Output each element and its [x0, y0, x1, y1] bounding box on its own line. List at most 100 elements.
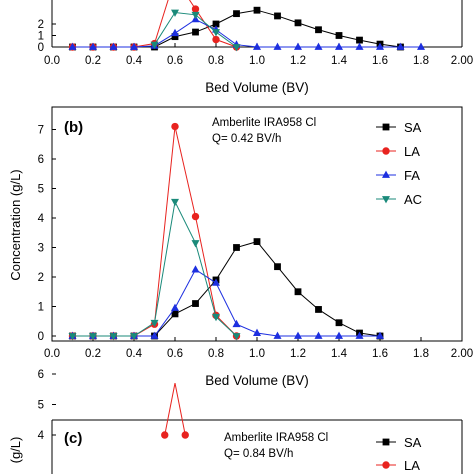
- panel-c-point-la: [161, 431, 169, 439]
- panel-c-ytick-label: 4: [38, 430, 45, 442]
- panel-b-legend-label-fa: FA: [404, 168, 420, 183]
- panel-b-ytick-label: 3: [38, 243, 44, 255]
- panel-c-resin: Amberlite IRA958 Cl: [224, 432, 328, 444]
- panel-a-point-ac: [150, 41, 159, 50]
- panel-c-legend: SA LA: [376, 435, 422, 473]
- panel-b-xtick-label: 0.8: [208, 348, 224, 360]
- panel-b-xtick-label: 1.2: [290, 348, 306, 360]
- panel-b-point-ac: [89, 333, 97, 341]
- panel-c-flow: Q= 0.84 BV/h: [224, 448, 293, 460]
- panel-a-xlabel: Bed Volume (BV): [205, 80, 309, 95]
- panel-a-point-fa: [335, 42, 343, 50]
- panel-a-point-fa: [376, 42, 384, 50]
- panel-b-xtick-label: 1.6: [372, 348, 388, 360]
- panel-a-point-la: [191, 5, 200, 13]
- panel-a-point-sa: [335, 32, 343, 39]
- panel-c: 4 5 6 (c) Amberlite IRA958 Cl Q= 0.84 BV/h…: [8, 369, 463, 474]
- panel-b-point-ac: [68, 333, 77, 341]
- panel-b-point-ac: [232, 333, 241, 341]
- panel-b-point-fa: [335, 331, 343, 339]
- panel-a-point-sa: [274, 12, 281, 20]
- panel-b-legend-marker-fa: [382, 170, 390, 178]
- panel-a-point-la: [212, 35, 220, 44]
- panel-a-point-sa: [212, 20, 220, 28]
- panel-b-point-fa: [171, 303, 179, 311]
- panel-b-ticks: 0.0 0.2 0.4 0.6 0.8 1.0 1.2 1.4 1.6 1.8 2.00 0 1 2 3 4 5…: [38, 125, 474, 361]
- panel-b-ytick-label: 1: [38, 302, 44, 314]
- panel-b-point-ac: [171, 198, 179, 207]
- panel-a-series: [68, 0, 425, 52]
- panel-c-ticks: 4 5 6: [38, 369, 56, 442]
- panel-a-point-sa: [171, 33, 179, 41]
- panel-b-xtick-label: 2.00: [451, 348, 473, 360]
- panel-a-xtick-label: 1.8: [413, 55, 429, 67]
- panel-a-xtick-label: 1.0: [249, 55, 265, 67]
- panel-c-ylabel: (g/L): [8, 437, 23, 464]
- panel-b-point-fa: [232, 319, 241, 328]
- panel-b-ylabel: Concentration (g/L): [8, 169, 23, 280]
- panel-a-ytick-label: 1: [38, 31, 44, 43]
- panel-b-point-la: [191, 212, 200, 221]
- panel-a-point-fa: [273, 42, 282, 50]
- panel-b-point-ac: [212, 313, 220, 322]
- panel-b-point-sa: [171, 310, 179, 318]
- panel-a-line-fa: [72, 18, 421, 48]
- panel-b-xtick-label: 1.0: [249, 348, 265, 360]
- panel-a-ytick-label: 2: [38, 19, 44, 31]
- panel-a-xtick-label: 1.6: [372, 55, 388, 67]
- panel-b-point-sa: [294, 288, 302, 296]
- panel-a-point-ac: [191, 11, 200, 20]
- panel-c-ytick-label: 5: [38, 400, 44, 412]
- panel-a-point-fa: [171, 28, 179, 37]
- panel-b-xtick-label: 0.0: [44, 348, 60, 360]
- panel-b-point-fa: [273, 331, 282, 339]
- panel-b-point-fa: [355, 331, 364, 339]
- panel-a-ytick-label: 0: [38, 42, 44, 54]
- panel-a-point-fa: [253, 42, 261, 50]
- panel-b-point-sa: [274, 263, 281, 271]
- panel-b-legend-label-la: LA: [404, 144, 420, 159]
- panel-b: 0.0 0.2 0.4 0.6 0.8 1.0 1.2 1.4 1.6 1.8 2.00 0 1 2 3 4 5…: [8, 106, 474, 388]
- panel-a-point-sa: [233, 10, 240, 18]
- panel-b-line-la: [72, 126, 237, 337]
- panel-b-label: (b): [64, 119, 83, 136]
- panel-a-point-fa: [396, 42, 405, 50]
- panel-b-point-ac: [130, 333, 138, 341]
- panel-b-point-fa: [150, 331, 159, 339]
- panel-a-point-ac: [212, 29, 220, 37]
- panel-b-point-sa: [335, 319, 343, 327]
- panel-b-point-ac: [191, 240, 200, 248]
- panel-a-point-sa: [192, 28, 199, 36]
- panel-a: 0.0 0.2 0.4 0.6 0.8 1.0 1.2 1.4 1.6 1.8 2.00 012 Be…: [38, 0, 474, 95]
- panel-a-point-fa: [109, 42, 118, 50]
- panel-a-xtick-label: 2.00: [451, 55, 473, 67]
- panel-b-xtick-label: 0.6: [167, 348, 183, 360]
- panel-a-point-fa: [294, 42, 302, 50]
- panel-a-point-ac: [171, 9, 179, 17]
- panel-b-point-fa: [191, 265, 200, 273]
- panel-a-point-sa: [253, 6, 261, 14]
- panel-a-point-fa: [417, 42, 425, 50]
- panel-c-line-la: [164, 383, 186, 436]
- panel-a-xtick-label: 0.0: [44, 55, 60, 67]
- panel-b-ytick-label: 2: [38, 272, 44, 284]
- panel-a-point-fa: [355, 42, 364, 50]
- panel-a-xtick-label: 0.8: [208, 55, 224, 67]
- panel-b-point-fa: [376, 331, 384, 339]
- panel-a-point-fa: [89, 42, 97, 50]
- panel-a-ticks: 0.0 0.2 0.4 0.6 0.8 1.0 1.2 1.4 1.6 1.8 2.00 012: [38, 19, 474, 67]
- panel-b-line-sa: [72, 241, 381, 337]
- panel-b-ytick-label: 0: [38, 331, 44, 343]
- panel-b-legend: SA LA FA AC: [376, 120, 422, 207]
- panel-c-legend-label-la: LA: [404, 458, 420, 473]
- panel-b-flow: Q= 0.42 BV/h: [212, 133, 281, 145]
- panel-b-xtick-label: 0.2: [85, 348, 101, 360]
- panel-a-point-fa: [130, 42, 138, 50]
- panel-a-plot: 0.0 0.2 0.4 0.6 0.8 1.0 1.2 1.4 1.6 1.8 2.00 012: [38, 0, 474, 67]
- panel-a-xtick-label: 1.2: [290, 55, 306, 67]
- panel-b-point-fa: [212, 278, 220, 286]
- panel-b-ytick-label: 7: [38, 125, 44, 137]
- panel-b-ytick-label: 6: [38, 154, 44, 166]
- panel-b-ytick-label: 4: [38, 213, 45, 225]
- panel-b-legend-marker-ac: [382, 196, 390, 204]
